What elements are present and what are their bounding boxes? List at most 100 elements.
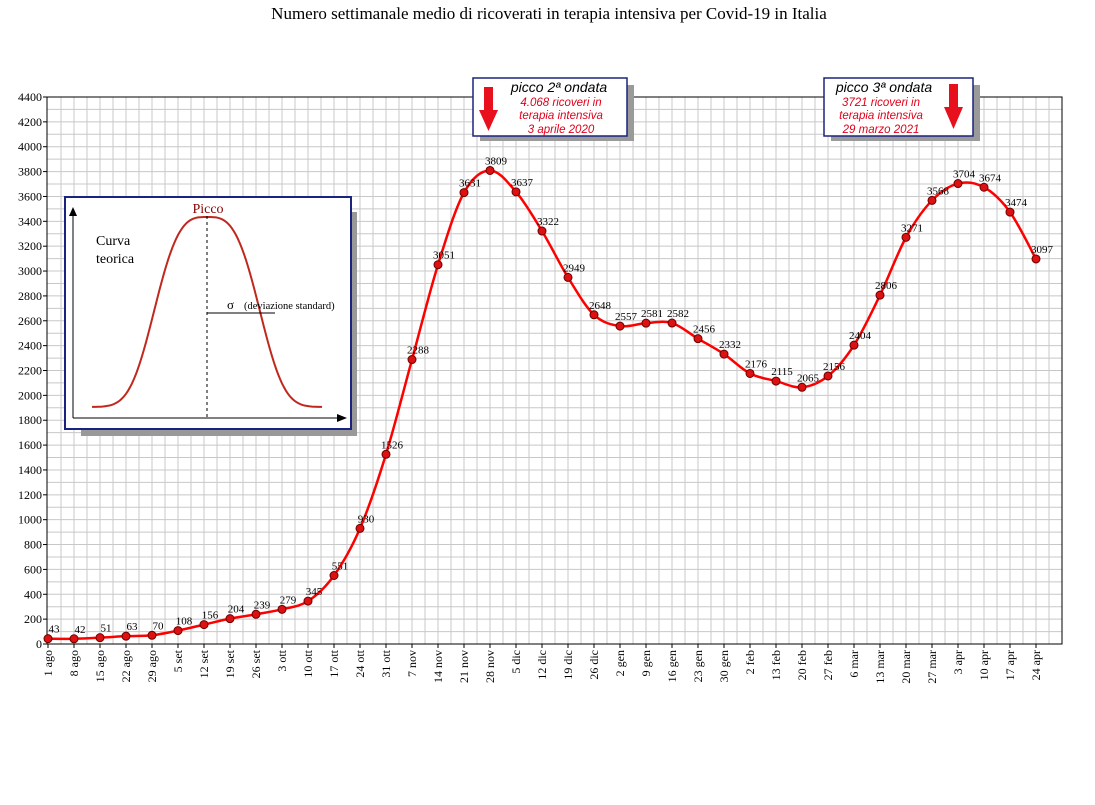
x-tick-label: 24 apr: [1029, 650, 1043, 680]
y-tick-label: 1600: [18, 438, 42, 452]
annotation-line: terapia intensiva: [519, 110, 603, 122]
y-tick-label: 2600: [18, 314, 42, 328]
data-label: 2156: [823, 361, 846, 373]
annotation-heading: picco 2ª ondata: [510, 79, 607, 95]
data-label: 3097: [1031, 244, 1054, 256]
data-label: 2806: [875, 280, 898, 292]
x-tick-label: 12 set: [197, 649, 211, 678]
y-tick-label: 800: [24, 538, 42, 552]
y-tick-label: 1000: [18, 513, 42, 527]
data-label: 2288: [407, 345, 430, 357]
y-tick-labels: 0 200 400 600 800 1000 1200 1400 1600 1800 2000 220…: [18, 90, 42, 651]
annotation-line: 4.068 ricoveri in: [520, 97, 601, 109]
y-tick-label: 2200: [18, 364, 42, 378]
data-point: [485, 165, 495, 175]
x-tick-label: 5 set: [171, 649, 185, 672]
theoretical-curve-inset: Picco Curva teorica σ (deviazione standa…: [64, 196, 357, 436]
y-tick-label: 1400: [18, 463, 42, 477]
x-tick-label: 14 nov: [431, 650, 445, 683]
data-point: [329, 571, 339, 581]
data-label: 2404: [849, 330, 872, 342]
data-point: [589, 310, 599, 320]
grid: [47, 96, 1062, 645]
y-tick-label: 3600: [18, 189, 42, 203]
chart-title: Numero settimanale medio di ricoverati i…: [271, 4, 827, 23]
data-label: 239: [254, 599, 271, 611]
data-point: [953, 179, 963, 189]
data-point: [459, 188, 469, 198]
data-point: [433, 260, 443, 270]
data-point: [251, 609, 261, 619]
data-label: 3474: [1005, 197, 1028, 209]
x-tick-label: 3 apr: [951, 650, 965, 674]
x-tick-labels: 1 ago 8 ago 15 ago 22 ago 29 ago 5 set 12 set 1…: [41, 649, 1043, 683]
inset-curve-label-line1: Curva: [96, 234, 131, 249]
data-label: 2949: [563, 262, 586, 274]
data-label: 51: [101, 623, 112, 635]
inset-curve-label-line2: teorica: [96, 252, 135, 267]
data-label: 2557: [615, 311, 638, 323]
data-point: [537, 226, 547, 236]
annotation-line: 29 marzo 2021: [842, 124, 920, 136]
data-label: 2648: [589, 300, 612, 312]
x-tick-label: 24 ott: [353, 649, 367, 677]
y-tick-label: 0: [36, 637, 42, 651]
data-label: 3637: [511, 177, 534, 189]
x-tick-label: 5 dic: [509, 650, 523, 674]
series-line: [47, 169, 1038, 641]
data-label: 551: [332, 561, 349, 573]
data-label: 70: [153, 620, 165, 632]
data-point: [979, 182, 989, 192]
x-tick-label: 1 ago: [41, 650, 55, 676]
data-label: 3271: [901, 222, 923, 234]
y-tick-label: 3800: [18, 165, 42, 179]
y-tick-label: 600: [24, 562, 42, 576]
down-arrow-icon: [479, 87, 498, 131]
inset-peak-label: Picco: [192, 202, 223, 217]
data-label: 108: [176, 616, 193, 628]
data-label: 279: [280, 594, 297, 606]
x-tick-label: 9 gen: [639, 650, 653, 676]
inset-sigma-label: (deviazione standard): [244, 301, 335, 312]
data-point: [277, 604, 287, 614]
data-point: [381, 449, 391, 459]
x-tick-label: 6 mar: [847, 650, 861, 678]
series-line-group: [47, 169, 1038, 641]
inset-sigma-symbol: σ: [227, 297, 234, 312]
data-label: 3568: [927, 185, 950, 197]
y-tick-label: 2800: [18, 289, 42, 303]
data-label: 345: [306, 586, 323, 598]
inset-y-arrow: [69, 207, 77, 216]
data-label: 63: [127, 621, 139, 633]
data-point: [641, 318, 651, 328]
x-tick-label: 12 dic: [535, 650, 549, 680]
x-tick-label: 19 set: [223, 649, 237, 678]
x-tick-label: 22 ago: [119, 650, 133, 682]
data-label: 2581: [641, 308, 663, 320]
x-tick-label: 20 mar: [899, 650, 913, 684]
x-tick-label: 17 apr: [1003, 650, 1017, 680]
data-point: [43, 634, 53, 644]
data-label: 3051: [433, 250, 455, 262]
data-point: [511, 187, 521, 197]
data-point: [771, 376, 781, 386]
data-label: 2065: [797, 372, 820, 384]
data-label: 3322: [537, 216, 559, 228]
data-label: 2332: [719, 339, 741, 351]
data-point: [849, 340, 859, 350]
annotation-box: [472, 77, 628, 137]
x-tick-label: 30 gen: [717, 650, 731, 682]
x-tick-label: 27 feb: [821, 650, 835, 680]
data-label: 3704: [953, 169, 976, 181]
y-tick-label: 1200: [18, 488, 42, 502]
annotation-line: 3721 ricoveri in: [842, 97, 920, 109]
data-point: [901, 232, 911, 242]
annotation-line: 3 aprile 2020: [528, 124, 595, 136]
data-label: 43: [49, 624, 61, 636]
data-point: [121, 631, 131, 641]
data-point: [173, 626, 183, 636]
y-tick-label: 3000: [18, 264, 42, 278]
data-label: 2582: [667, 308, 689, 320]
y-tick-label: 1800: [18, 413, 42, 427]
